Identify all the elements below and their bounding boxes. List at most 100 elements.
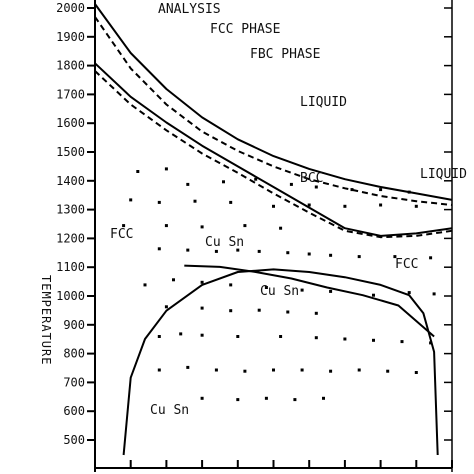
y-tick-label: 1300 — [56, 203, 85, 217]
boundary-curve-3 — [94, 62, 453, 237]
y-tick-label: 1100 — [56, 260, 85, 274]
data-point — [372, 293, 375, 297]
data-point — [379, 188, 383, 192]
data-point — [300, 368, 304, 372]
data-point — [350, 188, 354, 192]
data-point — [236, 398, 240, 402]
boundary-curve-6 — [122, 268, 439, 456]
data-point — [186, 182, 190, 186]
data-point — [157, 247, 161, 251]
data-point — [322, 396, 325, 400]
data-point — [357, 368, 361, 372]
y-tick-label: 600 — [63, 404, 85, 418]
data-point — [257, 308, 261, 312]
data-point — [432, 292, 436, 296]
data-point — [429, 256, 433, 260]
data-point — [122, 224, 126, 228]
data-point — [229, 309, 233, 313]
data-point — [286, 251, 290, 255]
data-point — [414, 204, 418, 208]
data-point — [286, 310, 290, 314]
data-point — [164, 167, 168, 171]
data-point — [236, 248, 240, 252]
data-point — [136, 170, 140, 173]
boundary-curve-2 — [94, 16, 453, 206]
data-point-group — [122, 167, 436, 402]
y-tick-label: 700 — [63, 375, 85, 389]
region-label: FCC — [110, 227, 133, 242]
region-label-group: FCC PHASE FBC PHASE LIQUID BCC FCC Cu Sn LIQUI… — [110, 22, 467, 418]
data-point — [186, 248, 190, 252]
y-axis-label: TEMPERATURE — [39, 275, 53, 365]
data-point — [143, 283, 147, 287]
y-tick-label: 500 — [63, 433, 85, 447]
y-tick-label: 1200 — [56, 231, 85, 245]
boundary-curve-1 — [94, 3, 453, 201]
data-point — [214, 249, 218, 253]
data-point — [289, 182, 293, 186]
data-point — [164, 224, 168, 228]
data-point — [343, 337, 347, 341]
data-point — [193, 199, 197, 203]
y-tick-label: 1500 — [56, 145, 85, 159]
data-point — [393, 255, 397, 259]
data-point — [200, 280, 204, 284]
data-point — [343, 204, 347, 208]
data-point — [357, 255, 361, 259]
region-label: Cu Sn — [260, 284, 299, 299]
data-point — [329, 289, 333, 293]
y-tick-label: 900 — [63, 318, 85, 332]
data-point — [179, 332, 183, 336]
region-label: LIQUID — [420, 167, 467, 182]
data-point — [407, 190, 411, 194]
y-tick-label: 1900 — [56, 30, 85, 44]
data-point — [229, 283, 233, 287]
data-point — [379, 203, 383, 207]
data-point — [272, 204, 275, 208]
data-point — [214, 368, 218, 372]
data-point — [429, 341, 433, 345]
data-point — [407, 291, 411, 295]
data-point — [372, 338, 375, 342]
data-point — [157, 368, 161, 372]
region-label: FCC — [395, 257, 418, 272]
data-point — [200, 225, 204, 229]
chart-title: ANALYSIS — [158, 2, 221, 17]
data-point — [400, 340, 404, 344]
data-point — [157, 335, 161, 338]
data-point — [200, 396, 204, 400]
data-point — [186, 365, 190, 369]
data-point — [386, 369, 390, 373]
data-point — [300, 288, 304, 292]
region-label: Cu Sn — [205, 235, 244, 250]
boundary-curves — [94, 3, 453, 456]
data-point — [129, 198, 133, 202]
data-point — [236, 335, 240, 338]
region-label: FBC PHASE — [250, 47, 320, 62]
data-point — [243, 369, 247, 373]
region-label: FCC PHASE — [210, 22, 280, 37]
y-tick-label: 1700 — [56, 87, 85, 101]
y-tick-label: 2000 — [56, 1, 85, 15]
data-point — [279, 226, 283, 230]
data-point — [222, 180, 225, 184]
data-point — [314, 311, 318, 315]
data-point — [200, 333, 204, 337]
data-point — [329, 369, 333, 373]
data-point — [172, 278, 175, 282]
data-point — [279, 335, 283, 338]
region-label: BCC — [300, 171, 323, 186]
data-point — [293, 398, 297, 402]
y-tick-group: 2000 1900 1800 1700 1600 1500 1400 1300 1200 1100… — [56, 1, 453, 468]
data-point — [414, 371, 418, 374]
y-tick-label: 1600 — [56, 116, 85, 130]
y-tick-label: 1800 — [56, 59, 85, 73]
region-label: LIQUID — [300, 95, 347, 110]
data-point — [307, 203, 311, 207]
data-point — [229, 200, 233, 204]
data-point — [157, 200, 161, 204]
data-point — [254, 177, 258, 181]
boundary-curve-5 — [184, 264, 435, 338]
data-point — [200, 306, 204, 310]
